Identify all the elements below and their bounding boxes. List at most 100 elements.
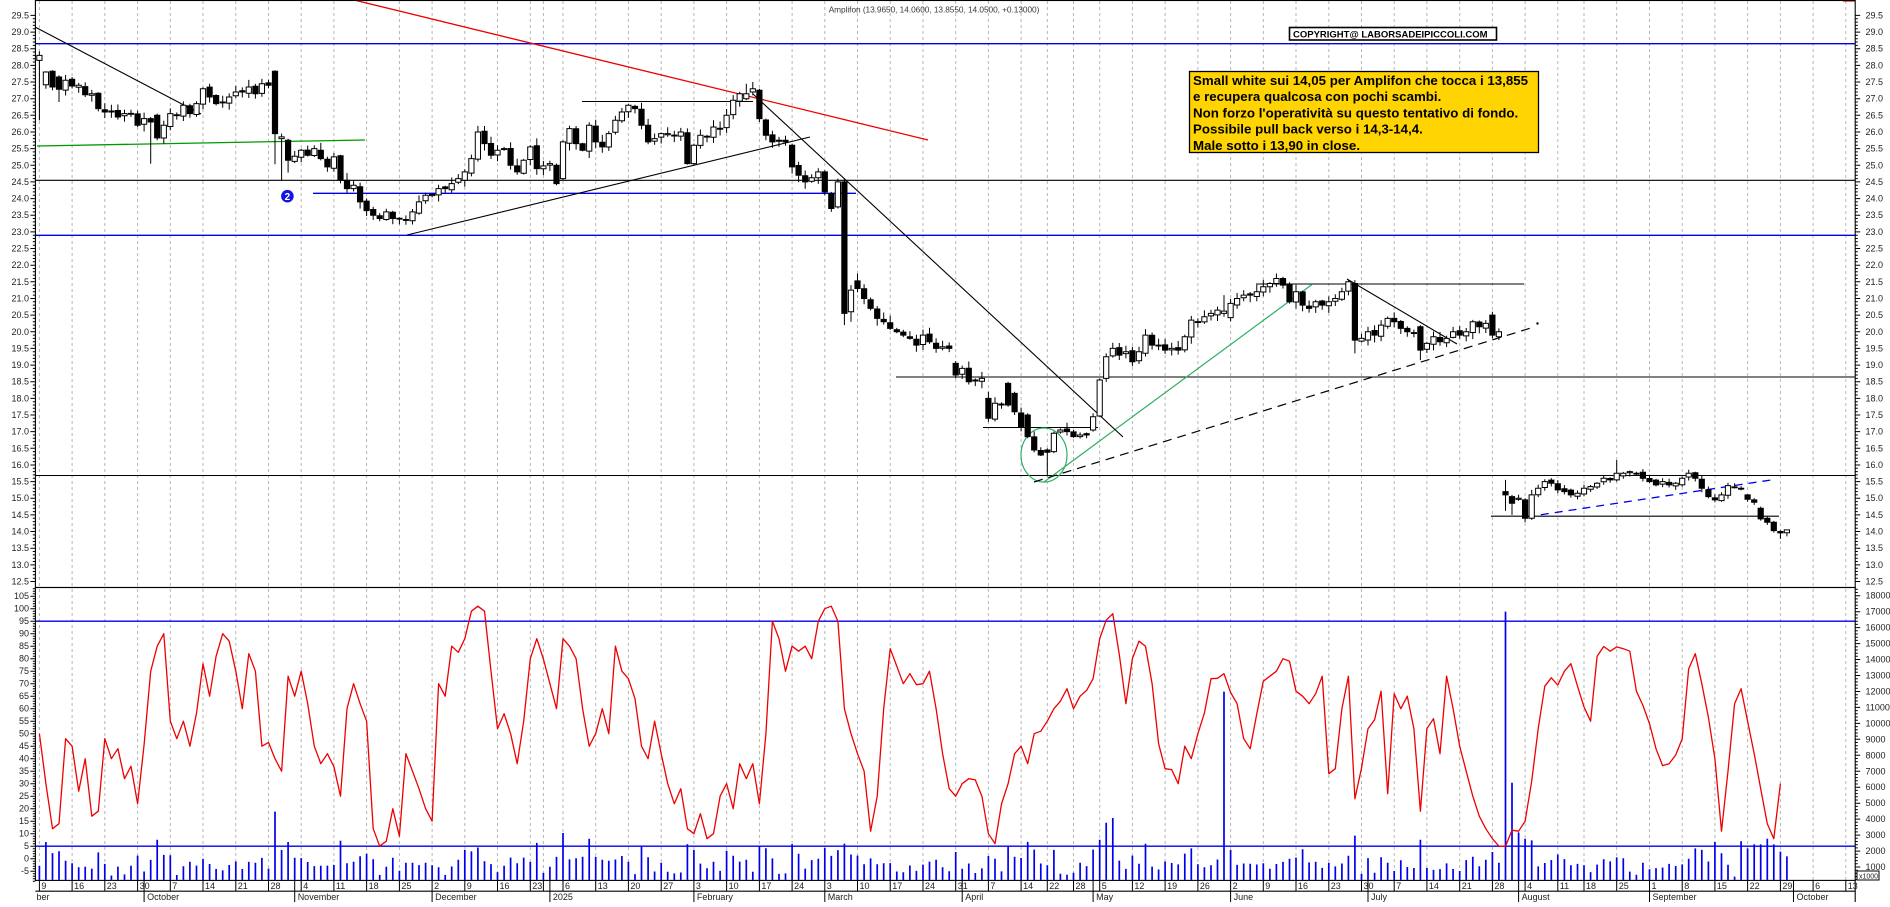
svg-text:16.0: 16.0 — [1866, 460, 1884, 470]
svg-text:28.5: 28.5 — [11, 44, 29, 54]
svg-text:19.5: 19.5 — [11, 343, 29, 353]
svg-text:17.0: 17.0 — [1866, 427, 1884, 437]
svg-text:14: 14 — [1023, 881, 1033, 891]
svg-text:e recupera qualcosa con pochi: e recupera qualcosa con pochi scambi. — [1193, 89, 1441, 104]
svg-text:Male sotto i 13,90 in close.: Male sotto i 13,90 in close. — [1193, 138, 1360, 153]
svg-text:13: 13 — [1848, 881, 1858, 891]
svg-text:27.0: 27.0 — [1866, 94, 1884, 104]
svg-text:14.5: 14.5 — [1866, 510, 1884, 520]
svg-text:14000: 14000 — [1866, 655, 1890, 665]
svg-text:25.5: 25.5 — [1866, 144, 1884, 154]
svg-text:15.0: 15.0 — [1866, 493, 1884, 503]
svg-text:13.5: 13.5 — [11, 543, 29, 553]
svg-text:26.5: 26.5 — [1866, 110, 1884, 120]
svg-text:7000: 7000 — [1866, 766, 1886, 776]
svg-text:4: 4 — [1527, 881, 1532, 891]
svg-text:10: 10 — [19, 829, 29, 839]
svg-text:90: 90 — [19, 629, 29, 639]
svg-text:2000: 2000 — [1866, 846, 1886, 856]
svg-text:25.5: 25.5 — [11, 144, 29, 154]
svg-text:Non forzo l'operatività su que: Non forzo l'operatività su questo tentat… — [1193, 105, 1518, 120]
svg-text:29.0: 29.0 — [11, 27, 29, 37]
svg-text:17.5: 17.5 — [1866, 410, 1884, 420]
svg-text:2: 2 — [1233, 881, 1238, 891]
svg-text:5000: 5000 — [1866, 798, 1886, 808]
svg-text:17: 17 — [892, 881, 902, 891]
svg-text:18000: 18000 — [1866, 591, 1890, 601]
svg-text:9: 9 — [1265, 881, 1270, 891]
svg-text:31: 31 — [958, 881, 968, 891]
svg-text:13.0: 13.0 — [11, 560, 29, 570]
svg-text:4000: 4000 — [1866, 814, 1886, 824]
svg-text:14.5: 14.5 — [11, 510, 29, 520]
svg-text:20: 20 — [630, 881, 640, 891]
svg-text:22.0: 22.0 — [11, 260, 29, 270]
svg-text:10000: 10000 — [1866, 718, 1890, 728]
svg-text:19.0: 19.0 — [1866, 360, 1884, 370]
svg-text:23: 23 — [107, 881, 117, 891]
svg-text:14.0: 14.0 — [11, 527, 29, 537]
svg-text:24.5: 24.5 — [1866, 177, 1884, 187]
svg-text:28: 28 — [1076, 881, 1086, 891]
svg-text:12.5: 12.5 — [1866, 577, 1884, 587]
svg-text:21: 21 — [238, 881, 248, 891]
svg-text:11: 11 — [1560, 881, 1569, 891]
svg-text:26: 26 — [1200, 881, 1210, 891]
svg-text:13.5: 13.5 — [1866, 543, 1884, 553]
svg-text:2: 2 — [285, 192, 291, 203]
svg-text:23.0: 23.0 — [1866, 227, 1884, 237]
svg-text:35: 35 — [19, 766, 29, 776]
svg-text:24: 24 — [925, 881, 935, 891]
svg-text:65: 65 — [19, 691, 29, 701]
svg-text:June: June — [1234, 892, 1254, 902]
svg-text:13000: 13000 — [1866, 671, 1890, 681]
svg-text:23.5: 23.5 — [11, 210, 29, 220]
svg-text:November: November — [298, 892, 340, 902]
svg-text:12: 12 — [1134, 881, 1144, 891]
svg-text:Small white sui 14,05 per Ampl: Small white sui 14,05 per Amplifon che t… — [1193, 73, 1529, 88]
svg-text:85: 85 — [19, 641, 29, 651]
svg-text:16: 16 — [74, 881, 84, 891]
svg-text:21.5: 21.5 — [1866, 277, 1884, 287]
svg-text:21.0: 21.0 — [1866, 294, 1884, 304]
svg-text:17.5: 17.5 — [11, 410, 29, 420]
svg-text:26.0: 26.0 — [1866, 127, 1884, 137]
svg-text:18: 18 — [1586, 881, 1596, 891]
svg-text:16.5: 16.5 — [1866, 443, 1884, 453]
svg-text:100: 100 — [14, 604, 29, 614]
svg-text:7: 7 — [1396, 881, 1401, 891]
svg-text:17000: 17000 — [1866, 607, 1890, 617]
svg-text:x1000: x1000 — [1859, 874, 1878, 881]
svg-text:22.5: 22.5 — [1866, 244, 1884, 254]
svg-text:19.0: 19.0 — [11, 360, 29, 370]
svg-text:17.0: 17.0 — [11, 427, 29, 437]
svg-text:30: 30 — [140, 881, 150, 891]
svg-text:February: February — [697, 892, 734, 902]
svg-text:Possibile pull back verso i 14: Possibile pull back verso i 14,3-14,4. — [1193, 122, 1423, 137]
svg-text:27.0: 27.0 — [11, 94, 29, 104]
svg-text:3000: 3000 — [1866, 830, 1886, 840]
svg-text:95: 95 — [19, 616, 29, 626]
svg-text:COPYRIGHT@ LABORSADEIPICCOLI.C: COPYRIGHT@ LABORSADEIPICCOLI.COM — [1293, 30, 1488, 41]
svg-text:24: 24 — [794, 881, 804, 891]
svg-text:23: 23 — [1331, 881, 1341, 891]
svg-text:20.0: 20.0 — [11, 327, 29, 337]
svg-text:23.0: 23.0 — [11, 227, 29, 237]
svg-text:-5: -5 — [21, 866, 29, 876]
svg-text:25: 25 — [1619, 881, 1629, 891]
svg-text:55: 55 — [19, 716, 29, 726]
svg-text:14: 14 — [1429, 881, 1439, 891]
svg-text:5: 5 — [24, 841, 29, 851]
svg-text:3: 3 — [827, 881, 832, 891]
svg-text:14: 14 — [205, 881, 215, 891]
svg-text:9: 9 — [41, 881, 46, 891]
svg-text:2025: 2025 — [553, 892, 573, 902]
svg-text:28: 28 — [271, 881, 281, 891]
svg-text:22.5: 22.5 — [11, 244, 29, 254]
svg-text:May: May — [1096, 892, 1114, 902]
svg-text:15.5: 15.5 — [11, 477, 29, 487]
svg-text:20: 20 — [19, 804, 29, 814]
svg-text:25.0: 25.0 — [1866, 160, 1884, 170]
svg-text:22.0: 22.0 — [1866, 260, 1884, 270]
svg-text:29.5: 29.5 — [1866, 10, 1884, 20]
